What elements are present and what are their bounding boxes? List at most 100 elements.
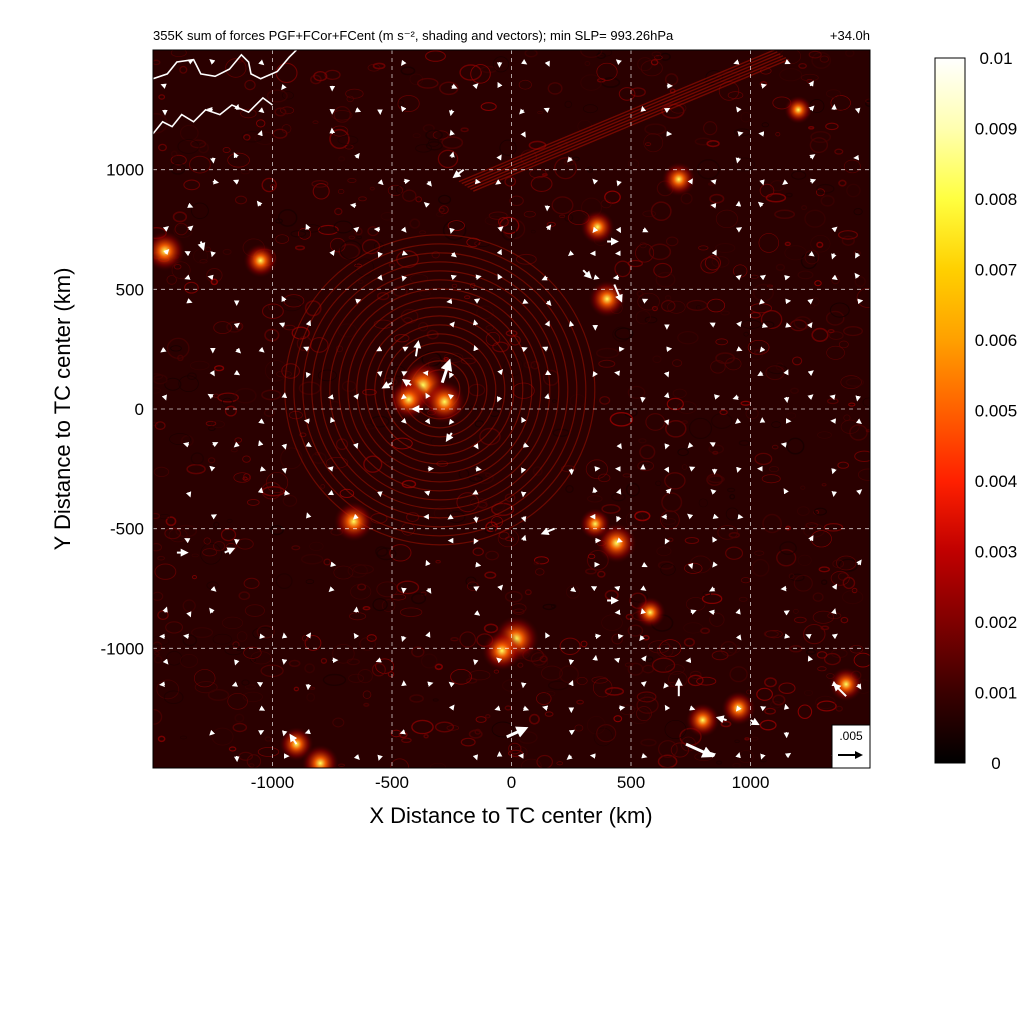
- texture-swirl: [242, 691, 263, 703]
- texture-swirl: [426, 329, 439, 340]
- texture-swirl: [243, 473, 251, 481]
- y-tick-label: -1000: [101, 639, 144, 658]
- texture-swirl: [738, 440, 750, 446]
- texture-swirl: [707, 475, 725, 484]
- texture-swirl: [613, 715, 623, 723]
- force-vector: [475, 274, 482, 281]
- texture-swirl: [281, 363, 300, 379]
- texture-swirl: [387, 184, 403, 196]
- texture-swirl: [264, 736, 272, 742]
- texture-swirl: [207, 426, 216, 432]
- texture-swirl: [853, 207, 863, 216]
- force-vector: [734, 418, 742, 424]
- force-vector: [424, 490, 431, 496]
- texture-swirl: [614, 327, 634, 340]
- texture-swirl: [797, 704, 813, 719]
- texture-swirl: [700, 627, 711, 635]
- texture-swirl: [299, 432, 307, 438]
- texture-swirl: [656, 643, 674, 658]
- force-vector: [808, 80, 814, 87]
- texture-swirl: [396, 99, 404, 106]
- force-vector: [377, 754, 383, 761]
- force-vector: [807, 298, 814, 305]
- texture-swirl: [636, 691, 657, 703]
- texture-swirl: [729, 493, 736, 500]
- force-vector: [427, 681, 434, 687]
- texture-swirl: [819, 55, 830, 63]
- texture-swirl: [433, 506, 453, 521]
- texture-swirl: [184, 281, 199, 294]
- texture-swirl: [779, 68, 803, 82]
- force-vector: [448, 418, 455, 425]
- texture-swirl: [843, 326, 863, 337]
- texture-swirl: [644, 142, 652, 146]
- texture-swirl: [358, 196, 367, 202]
- texture-swirl: [596, 62, 618, 81]
- texture-swirl: [415, 144, 433, 153]
- force-vector: [185, 491, 192, 498]
- texture-swirl: [760, 310, 783, 329]
- texture-swirl: [793, 616, 807, 624]
- texture-swirl: [425, 129, 443, 141]
- colorbar-tick-label: 0.003: [975, 543, 1018, 562]
- texture-swirl: [835, 705, 843, 712]
- texture-swirl: [320, 657, 328, 664]
- force-vector: [284, 490, 291, 496]
- texture-swirl: [565, 484, 574, 494]
- texture-swirl: [362, 388, 377, 396]
- texture-swirl: [166, 337, 190, 359]
- texture-swirl: [177, 138, 200, 155]
- texture-swirl: [275, 234, 290, 244]
- force-vector: [783, 488, 789, 495]
- force-vector: [353, 393, 359, 400]
- texture-swirl: [298, 227, 312, 240]
- force-vector: [162, 226, 170, 232]
- texture-swirl: [711, 650, 729, 661]
- texture-swirl: [348, 673, 365, 683]
- force-vector: [473, 298, 481, 304]
- texture-swirl: [367, 63, 381, 72]
- texture-swirl: [222, 616, 244, 630]
- force-vector: [233, 152, 239, 159]
- texture-swirl: [790, 387, 800, 394]
- texture-swirl: [658, 740, 678, 758]
- texture-swirl: [518, 79, 532, 90]
- force-vector: [750, 717, 760, 726]
- texture-swirl: [849, 424, 868, 441]
- texture-swirl: [337, 323, 357, 338]
- texture-swirl: [186, 372, 197, 381]
- texture-swirl: [817, 431, 832, 439]
- texture-swirl: [492, 341, 510, 353]
- texture-swirl: [291, 545, 301, 551]
- texture-swirl: [390, 758, 409, 768]
- texture-swirl: [733, 157, 756, 172]
- texture-swirl: [814, 280, 822, 287]
- force-vector: [758, 298, 765, 305]
- force-vector: [710, 488, 717, 495]
- texture-swirl: [372, 598, 388, 612]
- texture-swirl: [203, 537, 211, 545]
- texture-swirl: [627, 385, 646, 399]
- texture-swirl: [409, 218, 421, 229]
- texture-swirl: [250, 651, 272, 665]
- force-vector: [715, 715, 727, 724]
- force-vector: [807, 394, 814, 401]
- force-vector: [542, 346, 549, 352]
- texture-swirl: [817, 666, 827, 672]
- force-vector: [616, 180, 622, 187]
- texture-swirl: [837, 461, 850, 469]
- texture-swirl: [789, 573, 805, 582]
- circulation-ring: [284, 234, 596, 546]
- texture-swirl: [381, 599, 396, 613]
- texture-swirl: [293, 686, 300, 692]
- force-vector: [831, 468, 837, 475]
- texture-swirl: [536, 754, 553, 768]
- force-vector: [521, 59, 528, 65]
- texture-swirl: [199, 259, 208, 264]
- force-vector: [568, 729, 575, 736]
- texture-swirl: [480, 65, 497, 74]
- texture-swirl: [261, 389, 282, 401]
- force-vector: [592, 226, 599, 233]
- force-vector: [496, 657, 503, 664]
- texture-swirl: [624, 662, 634, 668]
